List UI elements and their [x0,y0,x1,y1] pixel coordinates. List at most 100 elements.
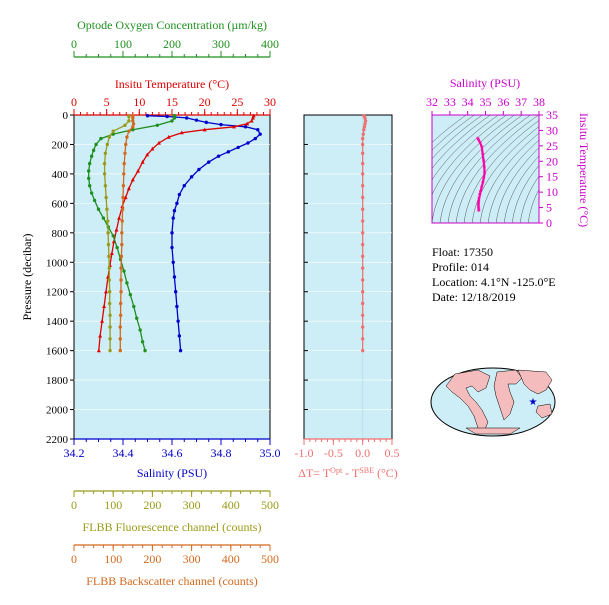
data-point [360,172,365,176]
data-point [179,130,184,135]
ts-x-tick-label: 34 [462,95,474,109]
data-point [107,135,111,139]
data-point [135,316,139,320]
data-point [96,207,101,211]
data-point [126,186,131,191]
tick-label: 34.6 [162,446,183,460]
delta-t-axis: -1.0 -0.5 0.0 0.5 [295,143,400,460]
data-point [108,348,112,353]
data-point [118,301,123,306]
data-point [125,281,129,285]
tick-label: 100 [104,498,122,512]
density-contour [495,147,539,223]
density-contour [439,115,523,223]
ts-series: ******************* [475,135,486,217]
pressure-tick-label: 1400 [46,316,69,328]
data-point [123,123,127,128]
data-point [360,161,365,166]
data-point [175,201,179,206]
density-contour [455,115,539,223]
data-point [140,340,145,344]
data-point [118,313,123,317]
data-point [118,337,122,341]
tick-label: 0 [71,552,77,566]
main-profile-panel: 0200400600800100012001400160018002000220… [20,18,281,588]
float-location: Location: 4.1°N -125.0°E [432,275,556,289]
ts-density-contours [432,115,539,223]
ts-x-tick-label: 38 [533,95,545,109]
density-contour [463,120,539,223]
data-point [108,337,112,341]
ts-temperature-label: Insitu Temperature (°C) [577,113,591,227]
data-point [107,290,112,294]
data-point [360,278,365,282]
pressure-tick-label: 1800 [46,375,69,387]
data-point [119,266,123,270]
ts-x-tick-label: 37 [515,95,527,109]
pressure-tick-label: 1600 [46,346,69,358]
density-contour [528,188,539,223]
density-contour [432,115,475,151]
data-point [111,234,115,238]
ts-y-tick-label: 10 [546,185,558,199]
data-point [125,135,129,139]
data-point [94,142,98,147]
tick-label: 300 [183,498,201,512]
tick-label: -1.0 [295,446,314,460]
data-point [246,141,250,145]
data-point [172,209,177,213]
tick-label: 100 [104,552,122,566]
data-point [87,176,91,181]
data-point [178,348,183,353]
data-point [119,278,123,282]
tick-label: 500 [261,498,279,512]
salinity-axis-label: Salinity (PSU) [137,466,207,480]
tick-label: 15 [166,95,178,109]
ts-x-tick-label: 33 [444,95,456,109]
data-point [171,216,175,220]
float-location-marker: ★ [529,397,538,408]
data-point [216,154,221,158]
data-point [122,269,126,273]
data-point [131,125,135,129]
data-point [156,140,161,145]
tick-label: -0.5 [324,446,343,460]
oxygen-line [88,115,176,351]
data-point [166,134,171,139]
ts-x-tick-label: 36 [497,95,509,109]
density-contour [432,115,483,160]
data-point [197,167,201,172]
data-point [171,260,175,264]
pressure-tick-label: 1200 [46,287,69,299]
data-point [363,116,367,120]
data-point [131,128,135,132]
data-point [106,219,110,223]
tick-label: 30 [264,95,276,109]
data-point [120,207,125,211]
data-point [121,183,126,188]
data-point [245,121,250,126]
data-point [117,215,122,220]
tick-label: 0 [71,37,77,51]
data-point [87,183,92,188]
data-point [243,125,248,129]
data-point [106,242,111,247]
fluorescence-series [102,114,131,353]
tick-label: 10 [133,95,145,109]
data-point [120,231,124,235]
data-point [108,313,112,317]
delta-t-axis-label: ΔT= TOpt - TSBE (°C) [298,466,398,481]
data-point [91,148,96,153]
data-point [99,136,103,141]
data-point [360,151,365,155]
data-point [155,123,159,128]
fluorescence-axis-label: FLBB Fluorescence channel (counts) [83,520,262,534]
data-point [119,254,124,259]
data-point [258,132,262,136]
float-id: Float: 17350 [432,245,494,259]
profile-date: Date: 12/18/2019 [432,290,516,304]
fluorescence-axis: 0 100 200 300 400 500 [71,490,279,512]
pressure-axis: 0 200 400 600 800 1000 1200 1400 1600 1800 2000 220… [46,110,74,446]
data-point [131,119,135,123]
